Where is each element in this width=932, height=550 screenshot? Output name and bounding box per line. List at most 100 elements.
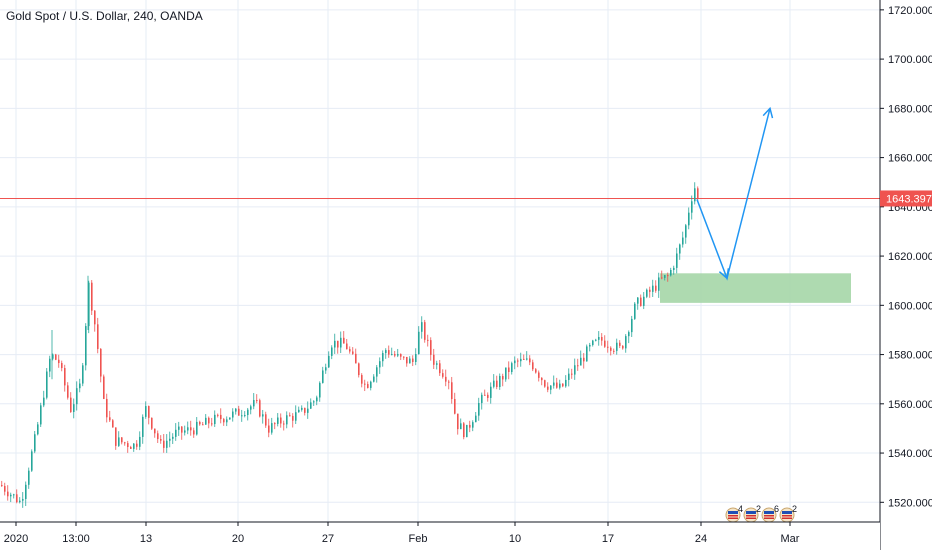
candle-body	[469, 424, 471, 428]
time-tick-label: 13	[140, 533, 152, 545]
candle-body	[130, 447, 132, 449]
candle-body	[565, 379, 567, 387]
candle-body	[340, 337, 342, 348]
candle-body	[511, 363, 513, 372]
candle-body	[532, 362, 534, 370]
candle-body	[211, 423, 213, 425]
candle-body	[496, 380, 498, 388]
projection-arrow-layer	[696, 106, 774, 281]
candle-body	[322, 370, 324, 383]
candle-body	[262, 414, 264, 417]
candle-body	[79, 383, 81, 389]
candle-body	[25, 484, 27, 499]
candle-body	[364, 383, 366, 385]
candle-body	[484, 394, 486, 396]
candle-body	[145, 406, 147, 417]
candle-body	[352, 351, 354, 354]
candle-body	[73, 404, 75, 412]
candle-body	[580, 357, 582, 366]
candle-body	[112, 420, 114, 428]
time-tick-label: Mar	[781, 533, 800, 545]
candle-body	[415, 354, 417, 362]
candle-body	[523, 358, 525, 360]
candle-body	[160, 439, 162, 441]
candle-body	[412, 358, 414, 362]
candle-body	[199, 421, 201, 425]
candle-body	[553, 382, 555, 386]
candle-body	[409, 358, 411, 364]
candle-body	[493, 380, 495, 387]
candle-body	[661, 277, 663, 279]
time-axis[interactable]: 2020 13:00 13 20 27 Feb 10 17 24 Mar	[0, 521, 880, 550]
candle-body	[547, 386, 549, 390]
candle-body	[10, 494, 12, 497]
candle-body	[649, 289, 651, 292]
candle-body	[154, 428, 156, 434]
candle-body	[382, 353, 384, 362]
time-tick-label: 17	[602, 533, 614, 545]
candle-body	[517, 360, 519, 362]
candle-body	[256, 400, 258, 402]
candle-body	[304, 407, 306, 413]
candle-body	[379, 361, 381, 368]
candle-body	[196, 421, 198, 435]
candle-body	[526, 358, 528, 360]
candle-body	[307, 408, 309, 413]
candle-body	[295, 412, 297, 421]
candle-body	[124, 442, 126, 444]
price-tick-label: 1540.000	[888, 448, 932, 460]
candle-body	[166, 440, 168, 448]
candle-body	[595, 339, 597, 341]
price-axis-bg	[880, 0, 932, 550]
candle-body	[181, 426, 183, 433]
candle-body	[118, 437, 120, 446]
candle-body	[187, 427, 189, 431]
candle-body	[505, 367, 507, 380]
candle-body	[475, 415, 477, 423]
candle-body	[559, 383, 561, 388]
candle-body	[463, 423, 465, 438]
price-axis[interactable]: 1520.000 1540.000 1560.000 1580.000 1600.000…	[879, 0, 932, 550]
candle-body	[88, 282, 90, 327]
candle-body	[163, 440, 165, 448]
projection-line	[696, 108, 771, 281]
candle-body	[385, 350, 387, 354]
projection-arrowhead-up	[762, 106, 774, 119]
candle-body	[697, 188, 699, 198]
candle-body	[337, 340, 339, 348]
candle-body	[607, 346, 609, 348]
candle-body	[601, 337, 603, 341]
candle-body	[637, 297, 639, 304]
candle-body	[328, 355, 330, 368]
price-tick-label: 1660.000	[888, 153, 932, 165]
flag-count: 6	[774, 504, 779, 514]
price-tick-label: 1680.000	[888, 103, 932, 115]
support-zone-layer	[660, 273, 851, 303]
candle-body	[430, 340, 432, 355]
candle-body	[625, 336, 627, 349]
candle-body	[355, 353, 357, 364]
candle-body	[67, 385, 69, 398]
candle-body	[133, 443, 135, 449]
candle-body	[520, 358, 522, 362]
candle-body	[43, 397, 45, 406]
candle-body	[586, 346, 588, 362]
candle-body	[331, 347, 333, 356]
candle-body	[70, 397, 72, 412]
grid-lines	[0, 0, 880, 522]
candle-body	[277, 417, 279, 424]
candle-body	[394, 354, 396, 356]
time-tick-label: 24	[695, 533, 707, 545]
time-tick-label: 2020	[4, 533, 28, 545]
flag-stripe	[728, 511, 738, 514]
candle-body	[460, 423, 462, 430]
candle-body	[370, 381, 372, 388]
candle-body	[421, 322, 423, 332]
candle-body	[193, 430, 195, 435]
candle-body	[31, 451, 33, 471]
candle-body	[325, 367, 327, 371]
candle-body	[502, 376, 504, 380]
candle-body	[214, 414, 216, 425]
candle-body	[454, 399, 456, 414]
